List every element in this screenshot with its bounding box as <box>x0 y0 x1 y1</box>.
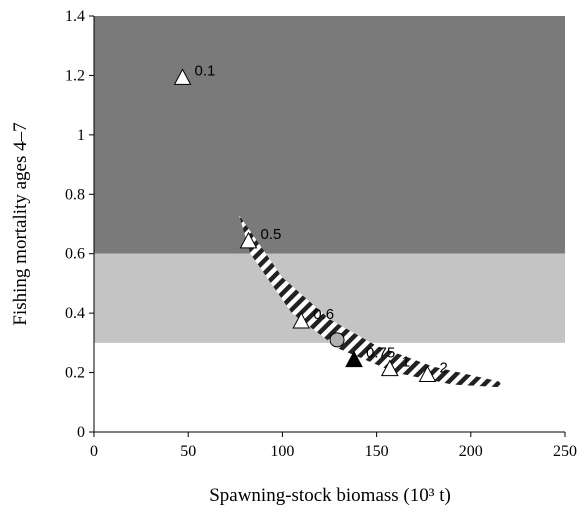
y-tick-label: 1.4 <box>65 8 85 25</box>
point-label: 0.75 <box>366 345 395 362</box>
point <box>329 332 345 348</box>
y-tick-label: 1 <box>77 127 85 144</box>
uncertainty-region <box>239 215 503 388</box>
point <box>173 68 192 85</box>
y-tick-label: 0 <box>77 424 85 441</box>
zone <box>94 16 565 254</box>
x-tick-label: 100 <box>270 443 294 460</box>
point-label: 1 <box>402 354 410 371</box>
x-tick-label: 0 <box>90 443 98 460</box>
x-tick-label: 50 <box>180 443 196 460</box>
point <box>418 365 437 383</box>
y-tick-label: 1.2 <box>65 67 85 84</box>
y-tick-label: 0.4 <box>65 305 85 322</box>
x-tick-label: 250 <box>553 443 577 460</box>
x-tick-label: 200 <box>459 443 483 460</box>
y-tick-label: 0.6 <box>65 246 85 263</box>
point-label: 0.5 <box>260 226 281 243</box>
point <box>345 350 363 368</box>
point-label: 0.6 <box>313 306 334 323</box>
point-label: 0.1 <box>195 62 216 79</box>
point <box>380 359 399 377</box>
x-tick-label: 150 <box>365 443 389 460</box>
plot-background <box>94 16 565 343</box>
x-axis-label: Spawning-stock biomass (10³ t) <box>209 485 451 506</box>
y-tick-label: 0.2 <box>65 365 85 382</box>
point <box>239 231 258 249</box>
y-tick-label: 0.8 <box>65 186 85 203</box>
point-label: 2 <box>439 360 447 377</box>
point <box>292 311 311 329</box>
y-axis-label: Fishing mortality ages 4–7 <box>10 122 31 325</box>
